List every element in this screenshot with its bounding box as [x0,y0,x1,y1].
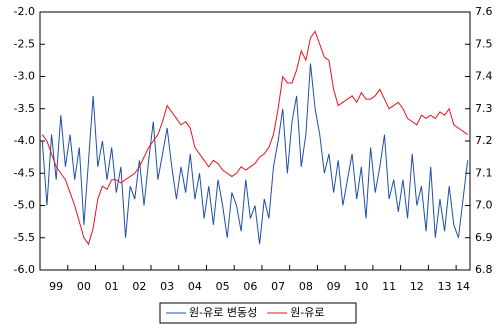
y-tick-label: -5.0 [14,199,35,212]
x-tick-label: 01 [105,280,119,293]
x-tick-label: 11 [382,280,396,293]
y-tick-label: -3.0 [14,70,35,83]
y-tick-label: 7.3 [475,102,493,115]
x-tick-label: 10 [354,280,368,293]
x-tick-label: 09 [327,280,341,293]
x-tick-label: 06 [243,280,257,293]
x-tick-label: 08 [299,280,313,293]
x-tick-label: 04 [188,280,202,293]
x-tick-label: 07 [271,280,285,293]
y-tick-label: -6.0 [14,263,35,276]
y-tick-label: -2.0 [14,5,35,18]
y-tick-label: 7.2 [475,134,493,147]
y-tick-label: 7.1 [475,166,493,179]
plot-frame [39,11,471,271]
y-tick-label: -3.5 [14,102,35,115]
y-tick-label: 6.8 [475,263,493,276]
x-tick-label: 99 [49,280,63,293]
legend-label: 원-유로 변동성 [189,306,257,319]
x-tick-label: 02 [132,280,146,293]
x-tick-label: 00 [77,280,91,293]
y-tick-label: -4.0 [14,134,35,147]
y-tick-label: 7.6 [475,5,493,18]
y-tick-label: 7.5 [475,37,493,50]
x-tick-label: 12 [410,280,424,293]
legend-box [159,302,357,324]
y-tick-label: -5.5 [14,231,35,244]
y-tick-label: 7.4 [475,70,493,83]
legend-label: 원-유로 [290,306,324,319]
series-line [41,63,469,245]
y-tick-label: 6.9 [475,231,493,244]
x-tick-label: 05 [216,280,230,293]
y-tick-label: -2.5 [14,37,35,50]
x-tick-label: 13 [438,280,452,293]
x-tick-label: 14 [456,280,470,293]
x-tick-label: 03 [160,280,174,293]
y-tick-label: -4.5 [14,166,35,179]
series-line [41,30,468,246]
y-tick-label: 7.0 [475,199,493,212]
